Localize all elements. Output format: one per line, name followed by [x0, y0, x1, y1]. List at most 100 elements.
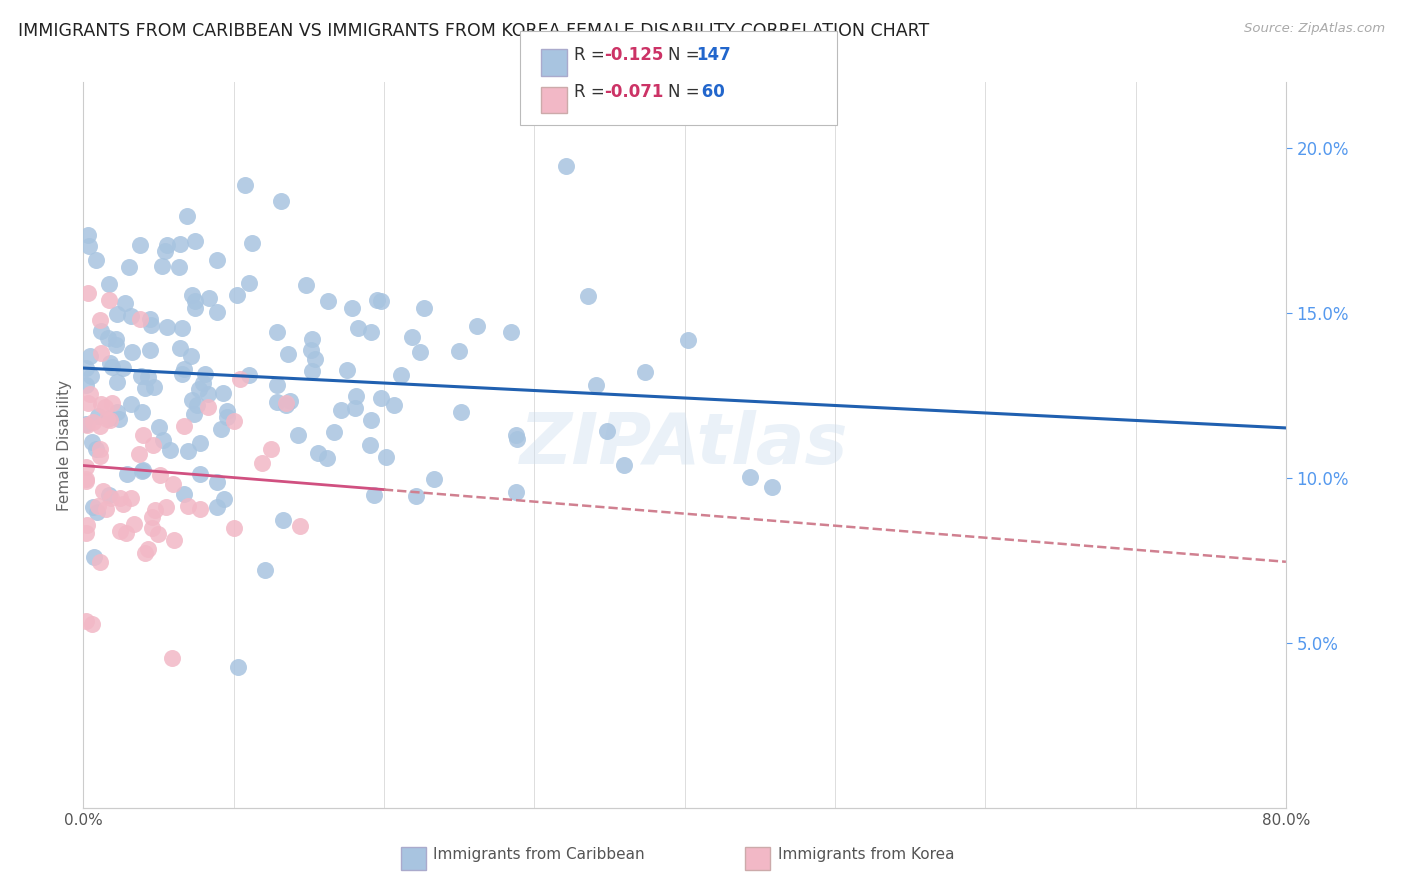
Point — [188, 436, 211, 450]
Point — [155, 244, 177, 259]
Point — [100, 491, 122, 505]
Point — [270, 194, 292, 209]
Point — [79, 349, 101, 363]
Point — [188, 502, 211, 516]
Point — [222, 520, 245, 534]
Point — [115, 525, 138, 540]
Point — [132, 427, 155, 442]
Point — [301, 332, 323, 346]
Point — [91, 483, 114, 498]
Text: -0.125: -0.125 — [605, 46, 664, 64]
Point — [207, 305, 229, 319]
Point — [101, 396, 124, 410]
Point — [316, 294, 339, 309]
Text: N =: N = — [668, 46, 704, 64]
Point — [98, 356, 121, 370]
Point — [136, 370, 159, 384]
Point — [136, 542, 159, 557]
Point — [266, 325, 288, 339]
Point — [360, 413, 382, 427]
Point — [205, 253, 228, 268]
Point — [382, 398, 405, 412]
Point — [322, 425, 344, 440]
Point — [253, 563, 276, 577]
Point — [139, 312, 162, 326]
Point — [86, 505, 108, 519]
Point — [217, 409, 239, 424]
Point — [90, 346, 112, 360]
Point — [307, 446, 329, 460]
Point — [163, 533, 186, 548]
Point — [84, 252, 107, 267]
Point — [295, 277, 318, 292]
Point — [177, 499, 200, 513]
Point — [633, 366, 655, 380]
Point — [276, 396, 298, 410]
Point — [193, 376, 215, 390]
Text: IMMIGRANTS FROM CARIBBEAN VS IMMIGRANTS FROM KOREA FEMALE DISABILITY CORRELATION: IMMIGRANTS FROM CARIBBEAN VS IMMIGRANTS … — [18, 22, 929, 40]
Text: ZIPAtlas: ZIPAtlas — [520, 410, 849, 480]
Point — [82, 616, 104, 631]
Point — [676, 333, 699, 347]
Point — [128, 311, 150, 326]
Point — [342, 301, 364, 315]
Point — [370, 391, 392, 405]
Point — [79, 239, 101, 253]
Text: Immigrants from Korea: Immigrants from Korea — [778, 847, 955, 863]
Point — [187, 383, 209, 397]
Point — [259, 442, 281, 457]
Point — [197, 401, 219, 415]
Point — [90, 397, 112, 411]
Point — [115, 467, 138, 482]
Point — [142, 438, 165, 452]
Point — [176, 209, 198, 223]
Point — [359, 438, 381, 452]
Point — [506, 432, 529, 446]
Point — [761, 480, 783, 494]
Point — [128, 238, 150, 252]
Point — [141, 318, 163, 332]
Point — [152, 433, 174, 447]
Point — [120, 491, 142, 505]
Point — [76, 417, 98, 432]
Point — [156, 238, 179, 252]
Point — [162, 477, 184, 491]
Point — [299, 343, 322, 357]
Point — [80, 435, 103, 450]
Point — [738, 470, 761, 484]
Point — [98, 293, 121, 307]
Point — [75, 361, 97, 376]
Point — [347, 321, 370, 335]
Point — [150, 259, 173, 273]
Point — [172, 320, 194, 334]
Point — [105, 405, 128, 419]
Point — [209, 422, 232, 436]
Point — [287, 428, 309, 442]
Point — [105, 375, 128, 389]
Point — [84, 442, 107, 456]
Point — [156, 319, 179, 334]
Point — [104, 338, 127, 352]
Point — [316, 451, 339, 466]
Text: Source: ZipAtlas.com: Source: ZipAtlas.com — [1244, 22, 1385, 36]
Point — [141, 521, 163, 535]
Point — [80, 369, 103, 384]
Point — [131, 464, 153, 478]
Point — [197, 387, 219, 401]
Point — [277, 346, 299, 360]
Point — [118, 260, 141, 274]
Point — [111, 498, 134, 512]
Point — [98, 412, 121, 426]
Point — [212, 491, 235, 506]
Point — [238, 368, 260, 382]
Point — [170, 368, 193, 382]
Point — [79, 387, 101, 401]
Point — [184, 301, 207, 315]
Point — [226, 660, 249, 674]
Point — [186, 398, 208, 412]
Point — [75, 474, 97, 488]
Point — [194, 367, 217, 381]
Point — [505, 485, 527, 500]
Point — [266, 378, 288, 392]
Point — [229, 372, 252, 386]
